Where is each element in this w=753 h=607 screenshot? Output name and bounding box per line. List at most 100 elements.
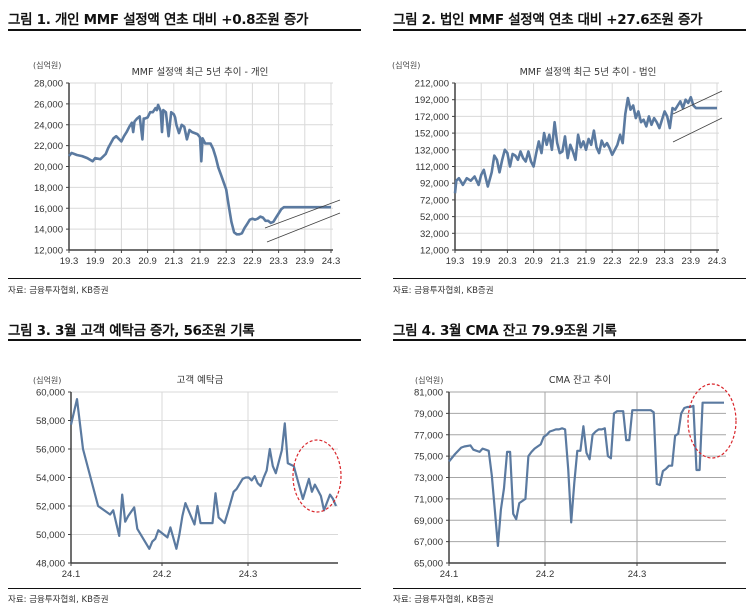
data-line (69, 398, 338, 550)
x-tick-label: 21.9 (191, 256, 210, 267)
y-tick-label: 12,000 (34, 246, 63, 257)
figure-title: 그림 1. 개인 MMF 설정액 연초 대비 +0.8조원 증가 (8, 12, 309, 28)
x-tick-label: 19.3 (446, 256, 465, 267)
unit-label: (십억원) (392, 60, 420, 70)
x-tick-label: 21.3 (165, 256, 184, 267)
x-tick-label: 23.9 (296, 256, 315, 267)
x-tick-label: 23.3 (655, 256, 674, 267)
y-tick-label: 69,000 (414, 516, 443, 527)
x-tick-label: 22.3 (217, 256, 236, 267)
y-tick-label: 22,000 (34, 141, 63, 152)
y-tick-label: 26,000 (34, 99, 63, 110)
chart-3: 60,000 58,000 56,000 54,000 52,000 50,000 48,0… (33, 374, 342, 580)
y-tick-label: 56,000 (36, 445, 65, 456)
data-line (448, 401, 724, 548)
x-tick-label: 19.3 (60, 256, 79, 267)
y-tick-label: 24,000 (34, 120, 63, 131)
y-tick-label: 52,000 (36, 502, 65, 513)
trend-line-lower (672, 117, 723, 143)
x-tick-label: 22.9 (629, 256, 648, 267)
x-tick-label: 21.9 (577, 256, 596, 267)
chart-4: 81,000 79,000 77,000 75,000 73,000 71,000 69,0… (414, 375, 737, 580)
x-tick-label: 24.1 (62, 569, 81, 580)
x-tick-label: 24.2 (153, 569, 172, 580)
x-tick-label: 23.9 (682, 256, 701, 267)
chart-title: CMA 잔고 추이 (549, 375, 611, 386)
source-text: 자료: 금융투자협회, KB증권 (393, 286, 494, 296)
y-tick-label: 132,000 (415, 145, 449, 156)
unit-label: (십억원) (33, 375, 61, 385)
source-text: 자료: 금융투자협회, KB증권 (8, 286, 109, 296)
data-line (453, 95, 717, 194)
y-tick-label: 79,000 (414, 409, 443, 420)
y-tick-label: 20,000 (34, 162, 63, 173)
x-tick-label: 20.3 (112, 256, 131, 267)
title-divider (8, 339, 361, 341)
y-tick-label: 81,000 (414, 388, 443, 399)
x-tick-label: 24.2 (536, 569, 555, 580)
x-tick-label: 19.9 (86, 256, 105, 267)
y-tick-label: 71,000 (414, 494, 443, 505)
x-tick-label: 24.3 (239, 569, 258, 580)
y-tick-label: 54,000 (36, 473, 65, 484)
x-tick-label: 24.1 (440, 569, 459, 580)
y-tick-label: 92,000 (420, 179, 449, 190)
y-tick-label: 12,000 (420, 246, 449, 257)
highlight-ellipse (292, 439, 342, 513)
title-divider (393, 29, 746, 31)
unit-label: (십억원) (415, 375, 443, 385)
y-tick-label: 77,000 (414, 430, 443, 441)
source-text: 자료: 금융투자협회, KB증권 (8, 595, 109, 605)
y-tick-label: 28,000 (34, 79, 63, 90)
x-tick-label: 20.9 (138, 256, 157, 267)
title-divider (8, 29, 361, 31)
trend-line-upper (672, 90, 723, 115)
source-divider (393, 588, 746, 589)
y-tick-label: 14,000 (34, 225, 63, 236)
x-tick-label: 20.3 (498, 256, 517, 267)
y-tick-label: 67,000 (414, 537, 443, 548)
x-tick-label: 19.9 (472, 256, 491, 267)
x-tick-label: 20.9 (524, 256, 543, 267)
trend-line-upper (264, 199, 341, 229)
x-tick-label: 24.3 (708, 256, 727, 267)
x-tick-label: 22.9 (243, 256, 262, 267)
trend-line-lower (266, 212, 341, 243)
chart-title: MMF 설정액 최근 5년 추이 - 개인 (132, 66, 269, 78)
y-tick-label: 112,000 (415, 162, 449, 173)
y-tick-label: 32,000 (420, 229, 449, 240)
figure-title: 그림 2. 법인 MMF 설정액 연초 대비 +27.6조원 증가 (393, 12, 703, 28)
chart-title: MMF 설정액 최근 5년 추이 - 법인 (520, 66, 657, 78)
chart-1: 28,000 26,000 24,000 22,000 20,000 18,000 16,0… (33, 60, 340, 267)
y-tick-label: 212,000 (415, 79, 449, 90)
y-tick-label: 73,000 (414, 473, 443, 484)
y-tick-label: 50,000 (36, 530, 65, 541)
highlight-ellipse (687, 383, 737, 459)
y-tick-label: 152,000 (415, 129, 449, 140)
figure-title: 그림 4. 3월 CMA 잔고 79.9조원 기록 (393, 323, 617, 339)
x-tick-label: 22.3 (603, 256, 622, 267)
source-divider (8, 278, 361, 279)
chart-title: 고객 예탁금 (177, 374, 224, 386)
x-tick-label: 23.3 (269, 256, 288, 267)
unit-label: (십억원) (33, 60, 61, 70)
x-tick-label: 21.3 (551, 256, 570, 267)
chart-2: 212,000 192,000 172,000 152,000 132,000 112,0… (392, 60, 726, 267)
y-tick-label: 16,000 (34, 204, 63, 215)
y-tick-label: 192,000 (415, 95, 449, 106)
y-tick-label: 65,000 (414, 559, 443, 570)
source-text: 자료: 금융투자협회, KB증권 (393, 595, 494, 605)
y-tick-label: 172,000 (415, 112, 449, 123)
y-tick-label: 60,000 (36, 388, 65, 399)
y-tick-label: 48,000 (36, 559, 65, 570)
source-divider (393, 278, 746, 279)
x-tick-label: 24.3 (322, 256, 341, 267)
y-tick-label: 75,000 (414, 452, 443, 463)
y-tick-label: 72,000 (420, 195, 449, 206)
data-line (67, 103, 331, 236)
y-tick-label: 52,000 (420, 212, 449, 223)
y-tick-label: 58,000 (36, 416, 65, 427)
title-divider (393, 339, 746, 341)
source-divider (8, 588, 361, 589)
